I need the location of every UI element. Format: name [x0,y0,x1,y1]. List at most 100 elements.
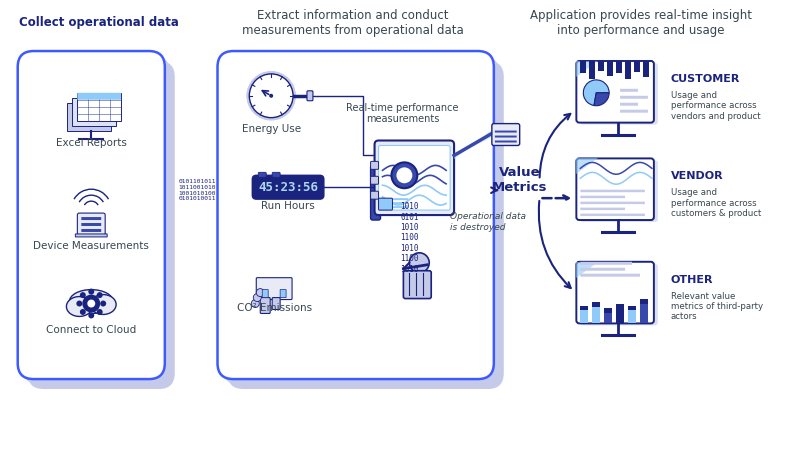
FancyBboxPatch shape [580,207,625,210]
Text: 0101101011
1011001010
1001010100
0101010011: 0101101011 1011001010 1001010100 0101010… [178,179,216,202]
Circle shape [391,162,418,188]
Polygon shape [576,158,598,174]
Text: 45:23:56: 45:23:56 [258,181,318,194]
FancyBboxPatch shape [576,61,654,122]
FancyBboxPatch shape [620,96,648,99]
FancyBboxPatch shape [643,61,649,77]
Text: Relevant value
metrics of third-party
actors: Relevant value metrics of third-party ac… [670,292,763,321]
FancyBboxPatch shape [580,160,658,222]
Circle shape [80,292,86,298]
FancyBboxPatch shape [258,172,266,177]
FancyBboxPatch shape [634,61,640,72]
FancyBboxPatch shape [628,306,636,310]
Circle shape [76,301,82,306]
FancyBboxPatch shape [378,198,408,200]
FancyBboxPatch shape [75,234,107,237]
Text: Usage and
performance across
customers & product: Usage and performance across customers &… [670,188,761,218]
FancyBboxPatch shape [580,268,625,271]
FancyBboxPatch shape [370,191,378,199]
FancyBboxPatch shape [640,298,648,304]
FancyBboxPatch shape [580,274,640,277]
FancyBboxPatch shape [370,165,381,220]
Circle shape [397,167,412,183]
FancyBboxPatch shape [598,61,604,71]
FancyBboxPatch shape [78,213,105,235]
FancyBboxPatch shape [592,302,600,306]
FancyBboxPatch shape [625,61,631,79]
FancyBboxPatch shape [580,262,632,265]
Polygon shape [454,130,492,159]
Text: Extract information and conduct
measurements from operational data: Extract information and conduct measurem… [242,9,463,37]
Circle shape [97,292,102,298]
FancyBboxPatch shape [592,302,600,324]
FancyBboxPatch shape [82,229,102,232]
Circle shape [251,300,259,307]
FancyBboxPatch shape [620,103,638,106]
FancyBboxPatch shape [78,93,121,121]
FancyBboxPatch shape [620,89,638,92]
Text: Usage and
performance across
vendors and product: Usage and performance across vendors and… [670,91,761,121]
Wedge shape [594,93,609,106]
Circle shape [269,94,273,98]
Ellipse shape [66,297,92,316]
Circle shape [256,288,264,297]
FancyBboxPatch shape [82,223,102,226]
FancyBboxPatch shape [576,262,654,324]
Wedge shape [583,80,609,105]
Circle shape [250,74,293,117]
FancyBboxPatch shape [616,61,622,73]
FancyBboxPatch shape [580,202,645,204]
Text: Real-time performance
measurements: Real-time performance measurements [346,103,458,124]
Text: Value
Metrics: Value Metrics [492,166,547,194]
Circle shape [88,288,94,295]
Circle shape [410,253,430,273]
FancyBboxPatch shape [378,202,408,204]
Circle shape [100,301,106,306]
Text: CO² Emissions: CO² Emissions [237,302,312,313]
FancyBboxPatch shape [370,176,378,184]
Polygon shape [576,262,598,278]
FancyBboxPatch shape [78,93,121,100]
FancyBboxPatch shape [495,135,517,138]
FancyBboxPatch shape [262,290,268,297]
FancyBboxPatch shape [580,306,588,324]
FancyBboxPatch shape [22,56,170,384]
FancyBboxPatch shape [580,264,658,325]
FancyBboxPatch shape [218,51,494,379]
FancyBboxPatch shape [580,306,588,310]
FancyBboxPatch shape [604,309,612,314]
Text: Application provides real-time insight
into performance and usage: Application provides real-time insight i… [530,9,752,37]
FancyBboxPatch shape [620,110,648,112]
FancyBboxPatch shape [580,214,645,216]
Text: VENDOR: VENDOR [670,171,723,181]
FancyBboxPatch shape [256,278,292,300]
FancyBboxPatch shape [272,297,280,310]
FancyBboxPatch shape [640,298,648,324]
FancyBboxPatch shape [495,140,517,143]
FancyBboxPatch shape [616,304,624,324]
Circle shape [250,74,293,117]
FancyBboxPatch shape [67,103,111,130]
FancyBboxPatch shape [607,61,613,76]
FancyBboxPatch shape [222,56,499,384]
Text: OTHER: OTHER [670,274,714,285]
FancyBboxPatch shape [82,217,102,220]
FancyBboxPatch shape [252,176,324,199]
FancyBboxPatch shape [628,306,636,324]
FancyBboxPatch shape [260,297,270,314]
Ellipse shape [70,290,113,314]
FancyBboxPatch shape [378,206,408,208]
Text: 1010
0101
1010
1100
1010
1100
1010: 1010 0101 1010 1100 1010 1100 1010 [400,202,418,274]
FancyBboxPatch shape [378,145,450,210]
Circle shape [254,293,262,302]
FancyBboxPatch shape [495,130,517,133]
FancyBboxPatch shape [28,61,174,389]
FancyBboxPatch shape [616,304,624,309]
Text: Collect operational data: Collect operational data [19,16,179,29]
FancyBboxPatch shape [374,140,454,215]
FancyBboxPatch shape [590,61,595,79]
FancyBboxPatch shape [378,198,393,210]
FancyBboxPatch shape [18,51,165,379]
Text: Operational data
is destroyed: Operational data is destroyed [450,212,526,232]
Circle shape [88,312,94,319]
